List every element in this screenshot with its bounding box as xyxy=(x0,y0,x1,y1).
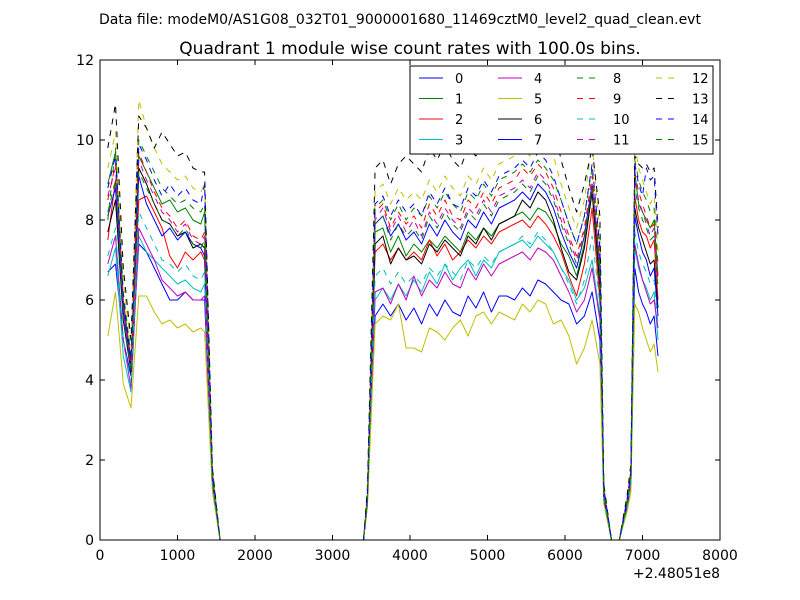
x-tick-label: 6000 xyxy=(547,548,583,564)
legend-label-11: 11 xyxy=(613,134,630,149)
x-tick-label: 1000 xyxy=(160,548,196,564)
y-tick-label: 6 xyxy=(85,293,94,309)
legend-label-5: 5 xyxy=(534,93,542,108)
x-tick-label: 5000 xyxy=(470,548,506,564)
legend-label-14: 14 xyxy=(692,113,709,128)
x-tick-label: 0 xyxy=(96,548,105,564)
series-line-14 xyxy=(107,143,659,541)
ticks-layer: 0 1000 2000 3000 4000 5000 6000 7000 80000246810… xyxy=(76,53,738,564)
y-tick-label: 0 xyxy=(85,533,94,549)
legend-label-8: 8 xyxy=(613,72,621,87)
legend-label-0: 0 xyxy=(455,72,463,87)
y-tick-label: 4 xyxy=(85,373,94,389)
legend-label-3: 3 xyxy=(455,134,463,149)
y-tick-label: 12 xyxy=(76,53,94,69)
x-tick-label: 2000 xyxy=(237,548,273,564)
legend-label-7: 7 xyxy=(534,134,542,149)
legend-label-13: 13 xyxy=(692,93,709,108)
legend-label-1: 1 xyxy=(455,93,463,108)
x-tick-label: 8000 xyxy=(702,548,738,564)
chart-title: Quadrant 1 module wise count rates with … xyxy=(179,39,640,59)
x-tick-label: 7000 xyxy=(625,548,661,564)
y-tick-label: 8 xyxy=(85,213,94,229)
figure-suptitle: Data file: modeM0/AS1G08_032T01_90000016… xyxy=(99,12,701,28)
legend-label-15: 15 xyxy=(692,134,709,149)
y-tick-label: 2 xyxy=(85,453,94,469)
x-offset-label: +2.48051e8 xyxy=(633,566,720,582)
y-tick-label: 10 xyxy=(76,133,94,149)
legend-label-4: 4 xyxy=(534,72,542,87)
legend-label-9: 9 xyxy=(613,93,621,108)
x-tick-label: 3000 xyxy=(315,548,351,564)
legend-label-2: 2 xyxy=(455,113,463,128)
legend-box xyxy=(409,65,714,155)
series-line-15 xyxy=(107,171,659,541)
legend-label-12: 12 xyxy=(692,72,709,87)
series-line-9 xyxy=(107,151,659,541)
series-line-10 xyxy=(107,211,659,541)
legend-label-6: 6 xyxy=(534,113,542,128)
legend-label-10: 10 xyxy=(613,113,630,128)
x-tick-label: 4000 xyxy=(392,548,428,564)
